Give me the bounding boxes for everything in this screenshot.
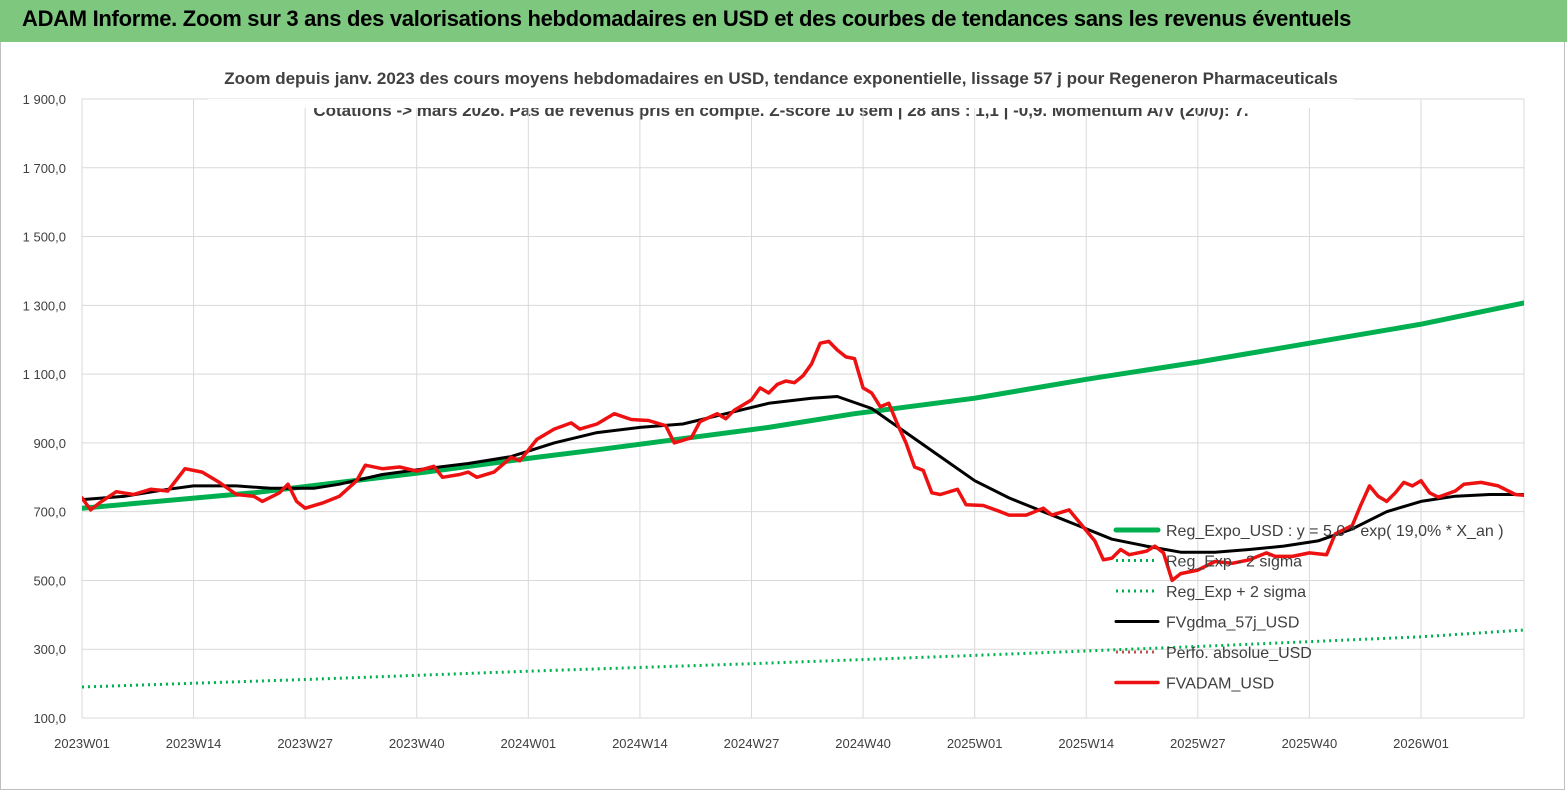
x-tick-label: 2023W14 [166,736,222,751]
x-axis: 2023W01 2023W14 2023W27 2023W40 2024W01 2024W… [54,736,1449,751]
x-tick-label: 2023W40 [389,736,445,751]
report-title: ADAM Informe. Zoom sur 3 ans des valoris… [22,6,1352,31]
y-tick-label: 500,0 [33,573,66,588]
x-tick-label: 2023W01 [54,736,110,751]
series-line-1 [82,628,1524,689]
y-tick-label: 1 900,0 [23,92,66,107]
subtitle-background [208,99,1354,108]
legend-label: FVADAM_USD [1166,676,1274,693]
report-banner: ADAM Informe. Zoom sur 3 ans des valoris… [0,0,1567,42]
legend-label: Perfo. absolue_USD [1166,645,1312,662]
y-tick-label: 700,0 [33,505,66,520]
x-tick-label: 2024W01 [501,736,557,751]
chart-subtitle-line-1: Zoom depuis janv. 2023 des cours moyens … [224,69,1338,88]
legend-label: Reg_Exp - 2 sigma [1166,554,1302,571]
legend-label: FVgdma_57j_USD [1166,615,1299,632]
x-tick-label: 2023W27 [277,736,333,751]
series-layer [82,99,1524,689]
y-axis: 100,0 300,0 500,0 700,0 900,0 1 100,0 1 300,0 1… [23,92,66,726]
x-tick-label: 2024W27 [724,736,780,751]
series-line-0 [82,300,1524,511]
y-tick-label: 1 700,0 [23,161,66,176]
x-tick-label: 2024W40 [835,736,891,751]
y-tick-label: 300,0 [33,642,66,657]
grid [81,98,1525,719]
y-tick-label: 900,0 [33,436,66,451]
x-tick-label: 2025W01 [947,736,1003,751]
legend-label: Reg_Expo_USD : y = 5,0 * exp( 19,0% * X_… [1166,523,1504,540]
x-tick-label: 2025W14 [1058,736,1114,751]
series-line-5 [82,339,1524,583]
x-tick-label: 2025W27 [1170,736,1226,751]
y-tick-label: 1 300,0 [23,298,66,313]
x-tick-label: 2025W40 [1282,736,1338,751]
y-tick-label: 100,0 [33,711,66,726]
legend: Reg_Expo_USD : y = 5,0 * exp( 19,0% * X_… [1113,523,1504,693]
x-tick-label: 2026W01 [1393,736,1449,751]
series-line-3 [82,395,1524,554]
x-tick-label: 2024W14 [612,736,668,751]
y-tick-label: 1 500,0 [23,230,66,245]
legend-label: Reg_Exp + 2 sigma [1166,584,1306,601]
y-tick-label: 1 100,0 [23,367,66,382]
